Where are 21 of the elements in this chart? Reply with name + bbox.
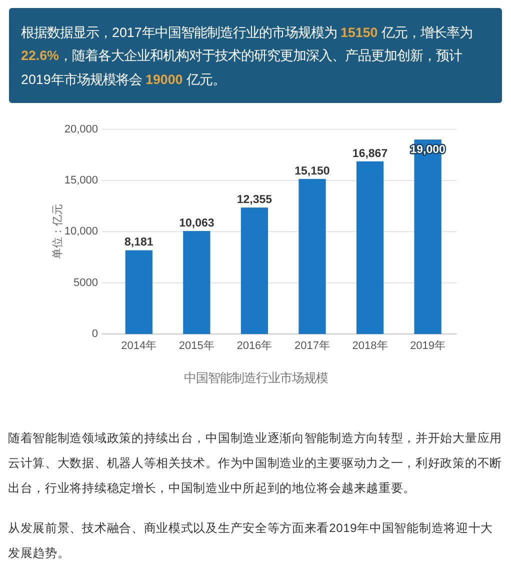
annotation: 根据数据显示，2017年中国智能制造行业的市场规模为 15150 亿元，增长率为 22.6%，随着各大企业和机构对于技术的研究更加深入、产品更加创新，预计2019年市场规模将会 19000 亿元。 <box>21 24 474 88</box>
x-tick-label: 2018年 <box>352 340 388 352</box>
x-tick-label: 2019年 <box>410 340 446 352</box>
x-tick-label: 2014年 <box>121 340 157 352</box>
x-tick-label: 2016年 <box>236 340 272 352</box>
y-tick-label: 10,000 <box>64 226 98 238</box>
x-tick-label: 2017年 <box>294 340 330 352</box>
chart-title: 中国智能制造行业市场规模 <box>184 371 328 385</box>
y-axis-title: 单位：亿元 <box>52 204 64 260</box>
x-tick-label: 2015年 <box>178 340 214 352</box>
y-tick-label: 0 <box>92 328 98 340</box>
y-tick-label: 15,000 <box>64 174 98 186</box>
data-label: 8,181 <box>124 236 154 249</box>
y-tick-label: 20,000 <box>64 123 98 136</box>
annotation: 随着智能制造领域政策的持续出台，中国制造业逐渐向智能制造方向转型，并开始大量应用云计算、大数据、机器人等相关技术。作为中国制造业的主要驱动力之一，利好政策的不断出台，行业将持续稳定增长，中国制造业中所起到的地位将会越来越重要。 <box>8 430 503 496</box>
data-label: 15,150 <box>294 165 330 178</box>
y-tick-label: 5000 <box>74 276 98 289</box>
data-label: 16,867 <box>352 148 388 160</box>
data-label: 10,063 <box>179 217 214 230</box>
data-label: 12,355 <box>236 194 272 206</box>
annotation: 从发展前景、技术融合、商业模式以及生产安全等方面来看2019年中国智能制造将迎十大发展趋势。 <box>8 520 494 562</box>
